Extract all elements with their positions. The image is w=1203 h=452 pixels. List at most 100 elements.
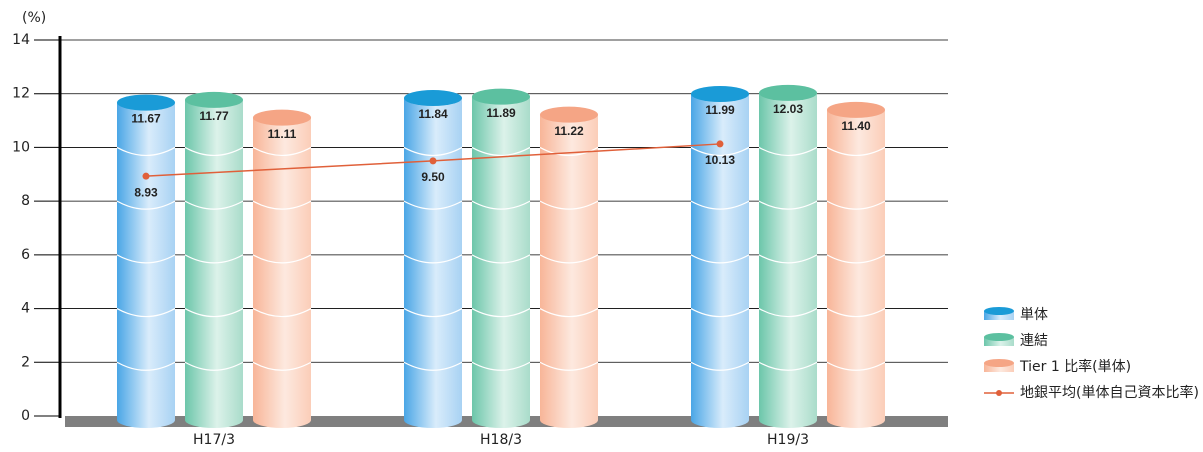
bar-ring: [690, 146, 750, 157]
bar-ring: [690, 361, 750, 371]
line-point: [142, 172, 150, 180]
bar-ring: [539, 308, 599, 318]
bar-ring: [539, 146, 599, 157]
legend-label: 単体: [1020, 307, 1048, 323]
bar: [540, 114, 598, 421]
legend-label: 連結: [1020, 333, 1048, 349]
legend-swatch-top: [984, 307, 1014, 315]
bar-ring: [826, 361, 886, 371]
bar-ring: [116, 254, 176, 264]
value-label: 11.99: [705, 103, 735, 117]
bar-ring: [471, 200, 531, 210]
y-tick-label: 4: [21, 301, 30, 317]
legend-swatch: [984, 311, 1014, 320]
bar-bottom: [759, 412, 817, 428]
y-tick-label: 6: [21, 247, 30, 263]
value-label: 11.40: [841, 119, 871, 133]
bar: [253, 117, 311, 421]
legend-swatch-top: [984, 333, 1014, 341]
bar-ring: [758, 308, 818, 318]
bar-ring: [690, 308, 750, 318]
value-label: 11.67: [131, 112, 161, 126]
legend-label: Tier 1 比率(単体): [1019, 358, 1131, 375]
bar-ring: [403, 146, 463, 157]
bar-ring: [539, 254, 599, 264]
value-label: 11.11: [268, 127, 297, 141]
value-label: 9.50: [421, 170, 445, 184]
value-label: 8.93: [134, 185, 158, 199]
bar-ring: [184, 361, 244, 371]
bar-top: [185, 91, 243, 108]
bar: [759, 92, 817, 420]
bar-bottom: [472, 412, 530, 428]
value-label: 11.22: [554, 124, 584, 138]
bar-bottom: [404, 412, 462, 428]
y-tick-label: 10: [12, 139, 30, 155]
bar-ring: [471, 146, 531, 157]
bar-ring: [403, 200, 463, 210]
bar-ring: [758, 254, 818, 264]
y-tick-label: 2: [21, 354, 30, 370]
bar-ring: [539, 200, 599, 210]
bar-ring: [826, 146, 886, 157]
bar-ring: [184, 200, 244, 210]
bar-ring: [758, 361, 818, 371]
value-label: 11.84: [418, 107, 448, 121]
bar-ring: [184, 308, 244, 318]
line-point: [716, 140, 724, 148]
x-tick-label: H18/3: [480, 432, 522, 448]
value-label: 11.89: [486, 106, 516, 120]
y-axis-label: (%): [22, 10, 46, 26]
bar-top: [759, 84, 817, 101]
bar-ring: [184, 254, 244, 264]
value-label: 10.13: [705, 153, 735, 167]
bar-ring: [471, 308, 531, 318]
bar-bottom: [691, 412, 749, 428]
bar-bottom: [253, 412, 311, 428]
line-point: [429, 157, 437, 165]
bar-ring: [826, 200, 886, 210]
bar-bottom: [540, 412, 598, 428]
bar-ring: [252, 308, 312, 318]
bar-ring: [758, 200, 818, 210]
x-tick-label: H17/3: [193, 432, 235, 448]
bar-ring: [403, 361, 463, 371]
bar-ring: [116, 146, 176, 157]
bar-bottom: [827, 412, 885, 428]
bar-ring: [403, 254, 463, 264]
bar-ring: [252, 200, 312, 210]
bar-ring: [539, 361, 599, 371]
legend-swatch: [984, 363, 1014, 372]
legend-swatch-top: [984, 359, 1014, 367]
legend-swatch: [984, 337, 1014, 346]
bar-ring: [471, 254, 531, 264]
bar-ring: [471, 361, 531, 371]
bar-ring: [690, 200, 750, 210]
bar-top: [404, 90, 462, 107]
bar-ring: [690, 254, 750, 264]
bar-top: [253, 109, 311, 126]
bar-ring: [252, 146, 312, 157]
bar-ring: [826, 254, 886, 264]
y-tick-label: 14: [12, 32, 30, 48]
bar-ring: [403, 308, 463, 318]
legend-dot: [996, 390, 1002, 396]
bar-ring: [252, 254, 312, 264]
bar: [117, 102, 175, 420]
bar-bottom: [117, 412, 175, 428]
bar: [827, 109, 885, 420]
bar-ring: [116, 308, 176, 318]
legend-label: 地銀平均(単体自己資本比率): [1020, 384, 1199, 401]
bar: [185, 99, 243, 421]
bar-ring: [116, 361, 176, 371]
bar-top: [472, 88, 530, 105]
value-label: 12.03: [773, 102, 803, 116]
value-label: 11.77: [199, 109, 229, 123]
bar-top: [540, 106, 598, 123]
bar-ring: [116, 200, 176, 210]
bar-top: [827, 101, 885, 118]
bar-ring: [184, 146, 244, 157]
bar-top: [117, 94, 175, 111]
